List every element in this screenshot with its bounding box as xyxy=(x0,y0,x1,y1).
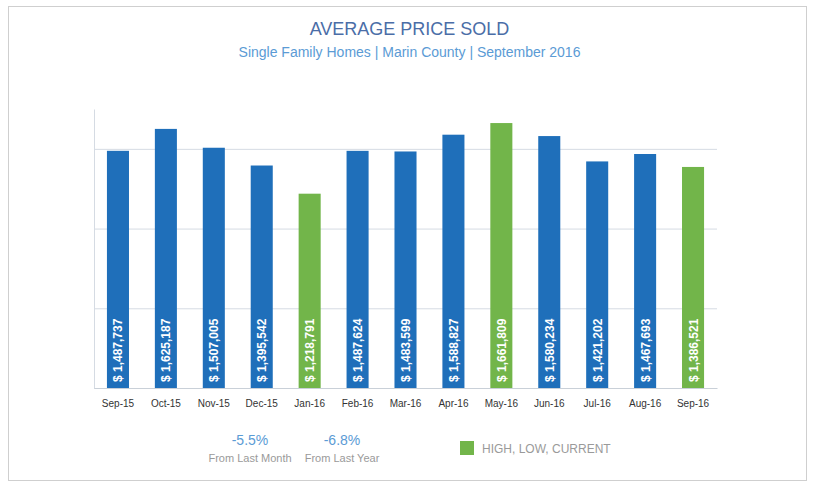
y-tick xyxy=(94,388,717,389)
x-axis-line xyxy=(95,388,718,389)
data-label: $ 1,661,809 xyxy=(495,318,509,382)
bars xyxy=(107,123,704,388)
x-tick: Nov-15 xyxy=(198,398,231,409)
annotations: -5.5% From Last Month -6.8% From Last Year xyxy=(208,432,379,464)
x-tick: May-16 xyxy=(485,398,519,409)
x-tick-label: Jul-16 xyxy=(584,398,612,409)
x-tick: Jan-16 xyxy=(294,398,325,409)
legend: HIGH, LOW, CURRENT xyxy=(460,441,611,456)
y-tick xyxy=(94,149,717,150)
bar xyxy=(682,167,704,388)
bar xyxy=(538,136,560,388)
annotation-text: From Last Month xyxy=(208,452,291,464)
y-axis-line xyxy=(94,110,95,389)
x-tick-label: Sep-15 xyxy=(102,398,135,409)
bar xyxy=(634,154,656,388)
subtitle: Single Family Homes | Marin County | Sep… xyxy=(239,44,581,60)
data-label: $ 1,467,693 xyxy=(639,318,653,382)
bar xyxy=(203,148,225,388)
grid-line xyxy=(94,149,717,150)
data-label: $ 1,580,234 xyxy=(543,318,557,382)
legend-swatch xyxy=(460,441,474,455)
x-tick: Jun-16 xyxy=(534,398,565,409)
x-tick-label: Nov-15 xyxy=(198,398,231,409)
bar xyxy=(394,151,416,388)
x-tick: Jul-16 xyxy=(584,398,612,409)
bar xyxy=(347,151,369,388)
x-tick: Oct-15 xyxy=(151,398,181,409)
title: AVERAGE PRICE SOLD xyxy=(310,19,510,39)
data-label: $ 1,507,005 xyxy=(207,318,221,382)
x-tick: Sep-15 xyxy=(102,398,135,409)
x-tick-label: Feb-16 xyxy=(342,398,374,409)
x-tick: Feb-16 xyxy=(342,398,374,409)
data-label: $ 1,395,542 xyxy=(255,318,269,382)
data-label: $ 1,386,521 xyxy=(687,318,701,382)
x-tick: Dec-15 xyxy=(246,398,279,409)
frame xyxy=(9,7,807,481)
x-tick-label: Jan-16 xyxy=(294,398,325,409)
bar xyxy=(155,129,177,388)
x-tick-label: Aug-16 xyxy=(629,398,662,409)
data-label: $ 1,625,187 xyxy=(159,318,173,382)
x-tick-label: Oct-15 xyxy=(151,398,181,409)
bar xyxy=(107,151,129,388)
x-tick-label: May-16 xyxy=(485,398,519,409)
bar xyxy=(442,135,464,388)
bar xyxy=(490,123,512,388)
x-tick-label: Jun-16 xyxy=(534,398,565,409)
bar xyxy=(586,161,608,388)
y-axis xyxy=(94,110,717,389)
x-tick: Sep-16 xyxy=(677,398,710,409)
bar xyxy=(251,166,273,388)
x-axis: Sep-15 Oct-15 Nov-15 Dec-15 Jan-16 Feb-16 Mar-… xyxy=(95,389,718,410)
annotation-text: From Last Year xyxy=(305,452,380,464)
data-label: $ 1,487,737 xyxy=(111,318,125,382)
bar xyxy=(299,194,321,388)
annotation-value: -5.5% xyxy=(232,432,269,448)
legend-label: HIGH, LOW, CURRENT xyxy=(482,442,611,456)
x-tick: Aug-16 xyxy=(629,398,662,409)
data-labels: $ 1,487,737 $ 1,625,187 $ 1,507,005 $ 1,395… xyxy=(111,318,700,382)
x-tick-label: Mar-16 xyxy=(390,398,422,409)
x-tick-label: Sep-16 xyxy=(677,398,710,409)
x-tick-label: Dec-15 xyxy=(246,398,279,409)
annotation-value: -6.8% xyxy=(324,432,361,448)
x-tick-label: Apr-16 xyxy=(438,398,468,409)
x-tick: Apr-16 xyxy=(438,398,468,409)
grid-line xyxy=(94,388,717,389)
data-label: $ 1,487,624 xyxy=(351,318,365,382)
data-label: $ 1,421,202 xyxy=(591,318,605,382)
data-label: $ 1,218,791 xyxy=(303,318,317,382)
chart: AVERAGE PRICE SOLD Single Family Homes | … xyxy=(0,0,815,487)
data-label: $ 1,483,599 xyxy=(399,318,413,382)
data-label: $ 1,588,827 xyxy=(447,318,461,382)
x-tick: Mar-16 xyxy=(390,398,422,409)
